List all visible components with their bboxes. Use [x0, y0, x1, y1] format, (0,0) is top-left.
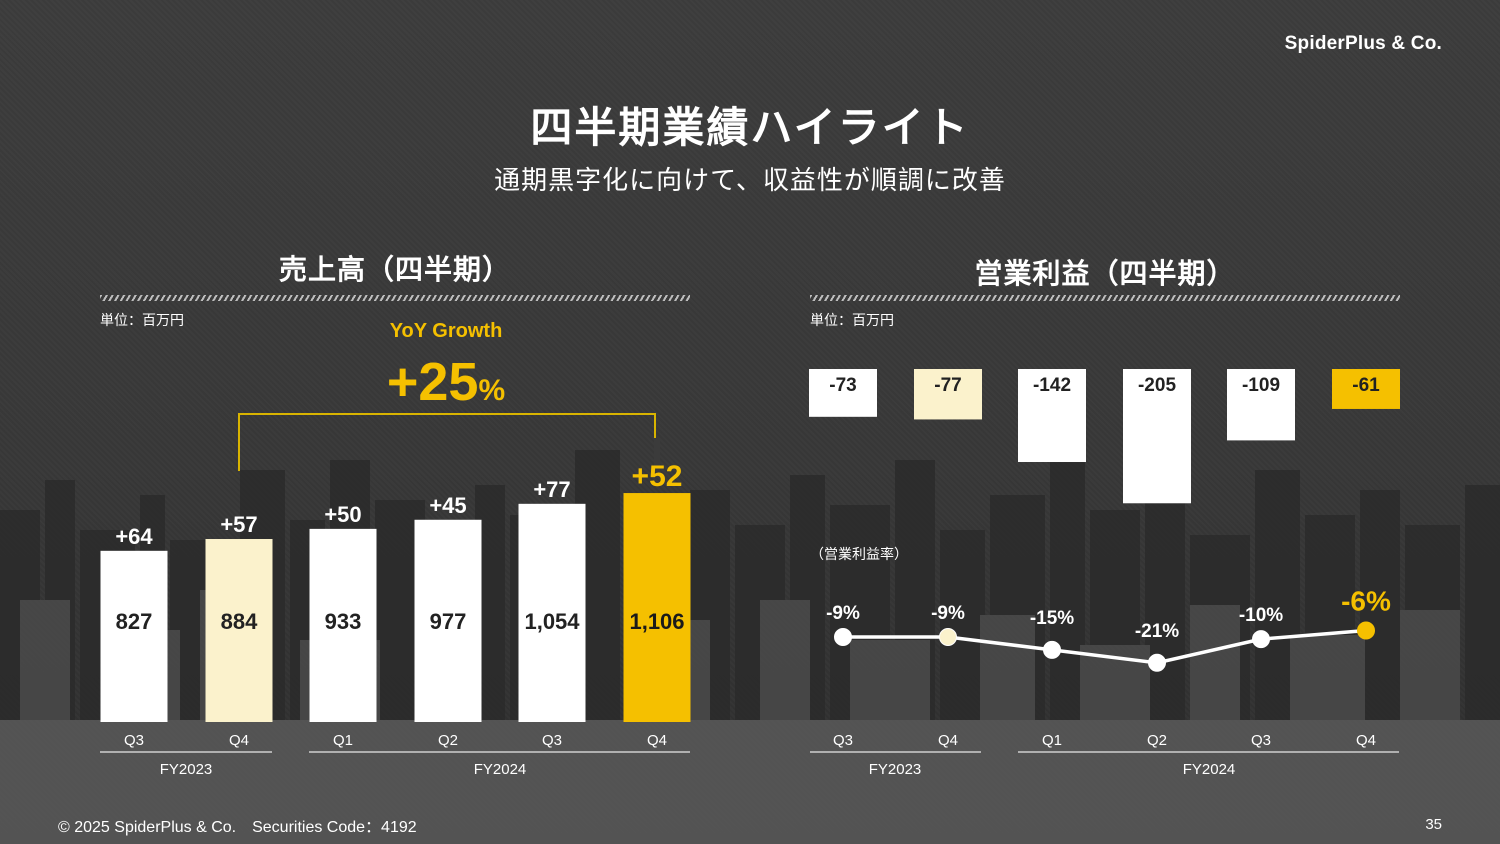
- revenue-x-tick: Q1: [333, 732, 353, 749]
- page-title: 四半期業績ハイライト: [530, 104, 970, 151]
- op-margin-point: [1252, 630, 1270, 649]
- op-profit-bar: [1123, 369, 1191, 504]
- op-profit-chart-title: 営業利益（四半期）: [974, 258, 1236, 289]
- revenue-yoy-increase: +52: [632, 460, 683, 493]
- op-margin-point: [1043, 640, 1061, 659]
- revenue-yoy-increase: +50: [324, 502, 361, 527]
- yoy-growth-number: +25: [386, 352, 479, 412]
- page-number: 35: [1425, 816, 1442, 833]
- op-margin-point-label: -9%: [931, 603, 965, 624]
- revenue-x-tick: Q3: [124, 732, 144, 749]
- revenue-group-label: FY2023: [160, 761, 213, 778]
- page-subtitle: 通期黒字化に向けて、収益性が順調に改善: [494, 165, 1006, 195]
- op-profit-bar-value: -205: [1138, 375, 1176, 396]
- revenue-bar: [414, 519, 482, 722]
- op-profit-x-tick: Q3: [1251, 732, 1271, 749]
- revenue-bar: [205, 539, 273, 722]
- op-group-label: FY2024: [1183, 761, 1236, 778]
- revenue-yoy-increase: +64: [115, 524, 153, 549]
- op-profit-x-tick: Q3: [833, 732, 853, 749]
- op-profit-x-tick: Q1: [1042, 732, 1062, 749]
- op-profit-bar: [809, 369, 877, 417]
- op-margin-point-label: -6%: [1341, 586, 1391, 617]
- revenue-bar-value: 1,054: [524, 609, 580, 634]
- revenue-bar: [309, 528, 377, 722]
- op-profit-title-divider: [810, 295, 1400, 301]
- op-profit-bar-value: -61: [1352, 375, 1380, 396]
- op-profit-bar: [914, 369, 982, 420]
- revenue-x-tick: Q4: [229, 732, 249, 749]
- op-margin-point: [1357, 621, 1375, 640]
- revenue-title-divider: [100, 295, 690, 301]
- revenue-bar-value: 884: [221, 609, 258, 634]
- footer-copyright: © 2025 SpiderPlus & Co. Securities Code：…: [58, 819, 417, 836]
- revenue-bar: [100, 550, 168, 722]
- revenue-unit-label: 単位：百万円: [100, 312, 184, 328]
- op-group-label: FY2023: [869, 761, 922, 778]
- op-margin-point-label: -9%: [826, 603, 860, 624]
- op-profit-bar-value: -142: [1033, 375, 1071, 396]
- revenue-bar: [518, 503, 586, 722]
- op-margin-label: （営業利益率）: [810, 546, 908, 562]
- revenue-bar: [623, 493, 691, 722]
- op-profit-bar: [1018, 369, 1086, 463]
- revenue-yoy-increase: +57: [220, 512, 257, 537]
- op-margin-point-label: -10%: [1239, 605, 1283, 626]
- op-margin-point-label: -15%: [1030, 608, 1074, 629]
- op-profit-bar: [1332, 369, 1400, 409]
- op-profit-bar-value: -109: [1242, 375, 1280, 396]
- company-logo: SpiderPlus & Co.: [1284, 33, 1442, 54]
- op-margin-point: [834, 628, 852, 646]
- op-profit-bar: [1227, 369, 1295, 441]
- op-profit-x-tick: Q4: [1356, 732, 1376, 749]
- revenue-bar-value: 977: [430, 609, 467, 634]
- revenue-chart-title: 売上高（四半期）: [278, 254, 511, 285]
- revenue-yoy-increase: +77: [533, 477, 570, 502]
- revenue-x-tick: Q2: [438, 732, 458, 749]
- yoy-bracket-gap: [654, 438, 660, 472]
- revenue-group-label: FY2024: [474, 761, 527, 778]
- op-profit-x-tick: Q2: [1147, 732, 1167, 749]
- yoy-growth-label: YoY Growth: [389, 320, 503, 342]
- revenue-x-tick: Q4: [647, 732, 667, 749]
- yoy-growth-unit: %: [478, 374, 506, 407]
- op-profit-x-tick: Q4: [938, 732, 958, 749]
- op-margin-line: [843, 628, 1367, 665]
- op-profit-bar-value: -77: [934, 375, 961, 396]
- revenue-x-tick: Q3: [542, 732, 562, 749]
- revenue-yoy-increase: +45: [429, 493, 466, 518]
- op-margin-point-label: -21%: [1135, 621, 1179, 642]
- op-margin-point: [939, 628, 957, 646]
- op-margin-point: [1148, 653, 1166, 672]
- revenue-bar-value: 933: [325, 609, 362, 634]
- op-profit-bar-value: -73: [829, 375, 856, 396]
- yoy-growth-value: +25%: [340, 350, 552, 423]
- revenue-bar-value: 1,106: [629, 609, 684, 634]
- revenue-bar-value: 827: [116, 609, 153, 634]
- op-profit-unit-label: 単位：百万円: [810, 312, 894, 328]
